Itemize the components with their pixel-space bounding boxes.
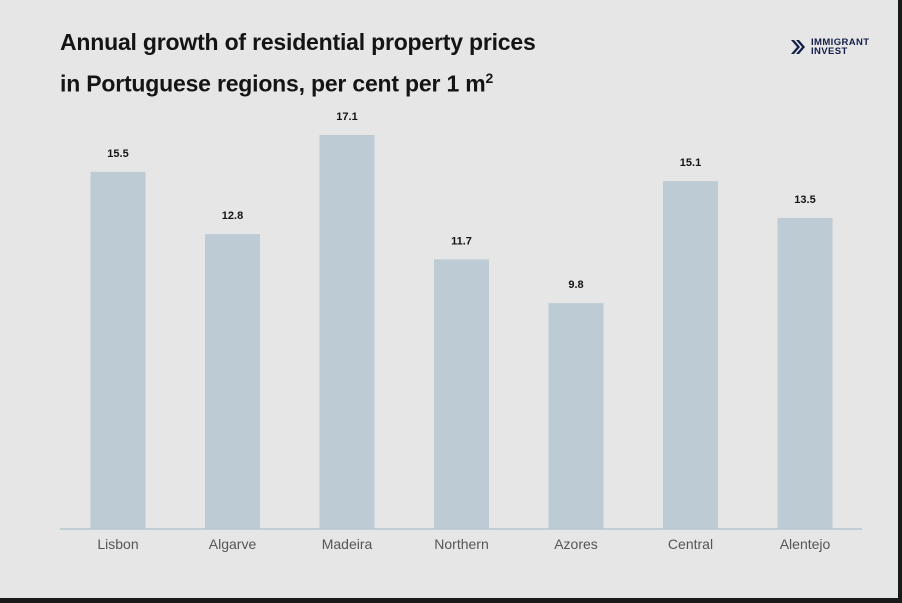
double-chevron-icon [791,40,805,54]
bar-azores [548,303,604,529]
tick-label-algarve: Algarve [209,536,257,552]
bar-madeira [319,135,375,529]
data-label-northern: 11.7 [451,235,472,247]
brand-logo: IMMIGRANT INVEST [790,38,869,56]
data-label-alentejo: 13.5 [794,194,815,206]
brand-name: IMMIGRANT INVEST [811,37,870,57]
data-label-azores: 9.8 [568,279,583,291]
data-label-central: 15.1 [680,157,701,169]
tick-label-alentejo: Alentejo [780,536,831,552]
chart-title-line-1: Annual growth of residential property pr… [60,29,536,55]
bar-algarve [205,234,260,529]
tick-label-central: Central [668,536,713,552]
data-label-algarve: 12.8 [222,210,243,222]
chart-title: Annual growth of residential property pr… [60,24,660,102]
tick-label-lisbon: Lisbon [97,536,138,552]
bar-lisbon [90,171,146,530]
chart-title-line-2: in Portuguese regions, per cent per 1 m [60,70,486,97]
bar-central [663,181,718,529]
brand-name-line-2: INVEST [811,46,848,57]
bars-layer: 15.5 Lisbon 12.8 Algarve 17.1 Madeira 11.7 Nort… [90,111,833,552]
tick-label-madeira: Madeira [322,536,373,552]
chart-title-superscript: 2 [485,70,494,86]
data-label-lisbon: 15.5 [107,148,128,160]
data-label-madeira: 17.1 [336,111,357,123]
bar-alentejo [777,217,833,529]
bar-northern [434,259,489,529]
tick-label-azores: Azores [554,536,598,552]
brand-name-line-1: IMMIGRANT [811,37,870,48]
tick-label-northern: Northern [434,536,488,552]
